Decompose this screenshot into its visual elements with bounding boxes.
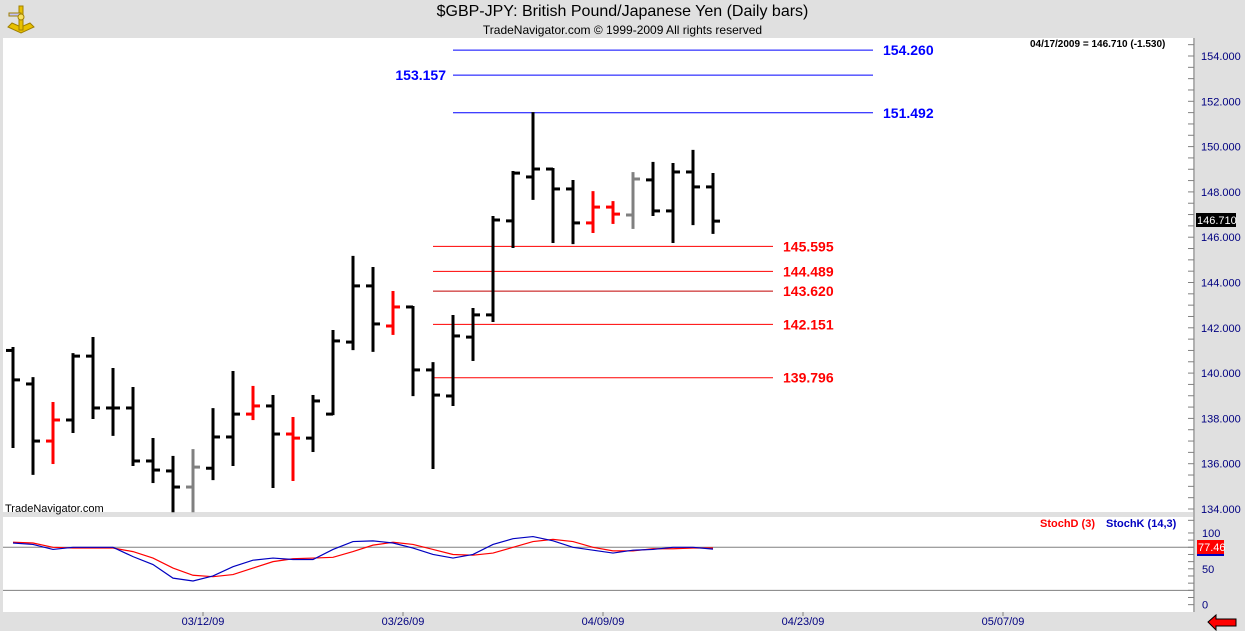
legend-stochd: StochD (3)	[1040, 518, 1095, 530]
price-tick-label: 150.000	[1201, 142, 1241, 154]
stoch-tick-label: 50	[1202, 564, 1214, 576]
stochk-line	[12, 535, 714, 582]
chart-header: $GBP-JPY: British Pound/Japanese Yen (Da…	[0, 0, 1245, 38]
date-axis[interactable]: 03/12/09 03/26/09 04/09/09 04/23/09 05/07/09	[182, 612, 1025, 628]
price-axis[interactable]: 154.000 152.000 150.000 148.000 146.000 144.0…	[1188, 44, 1241, 521]
stochastic-lines	[3, 535, 1194, 591]
level-label: 143.620	[783, 283, 834, 299]
level-label: 139.796	[783, 370, 834, 386]
last-price-marker: 146.710	[1196, 213, 1237, 227]
date-label: 03/26/09	[382, 616, 425, 628]
level-label: 144.489	[783, 263, 834, 279]
legend-stochk: StochK (14,3)	[1106, 518, 1177, 530]
price-panel	[3, 38, 1194, 512]
date-label: 04/23/09	[782, 616, 825, 628]
scroll-right-arrow-icon[interactable]	[1207, 613, 1237, 631]
watermark: TradeNavigator.com	[5, 503, 104, 515]
copyright-subtitle: TradeNavigator.com © 1999-2009 All right…	[482, 23, 763, 37]
last-price-label: 146.710	[1197, 215, 1237, 227]
price-tick-label: 146.000	[1201, 232, 1241, 244]
price-tick-label: 142.000	[1201, 323, 1241, 335]
price-tick-label: 144.000	[1201, 278, 1241, 290]
price-tick-label: 138.000	[1201, 413, 1241, 425]
price-tick-label: 136.000	[1201, 459, 1241, 471]
price-tick-label: 134.000	[1201, 504, 1241, 516]
level-label: 142.151	[783, 316, 834, 332]
stoch-tick-label: 0	[1202, 600, 1208, 612]
price-readout: 04/17/2009 = 146.710 (-1.530)	[1030, 39, 1165, 50]
date-label: 03/12/09	[182, 616, 225, 628]
sextant-logo-icon	[7, 5, 35, 34]
stochd-line	[12, 538, 713, 578]
fib-levels: 154.260 153.157 151.492 145.595 144.489 143.6…	[395, 42, 933, 386]
stochastic-axis: 100 50 0	[1188, 528, 1220, 612]
stoch-last-marker: 77.46	[1197, 540, 1226, 556]
chart-title: $GBP-JPY: British Pound/Japanese Yen (Da…	[436, 3, 809, 20]
price-tick-label: 140.000	[1201, 368, 1241, 380]
stochastic-panel	[3, 517, 1194, 612]
price-bars	[6, 112, 720, 513]
date-label: 05/07/09	[982, 616, 1025, 628]
level-label: 154.260	[883, 42, 934, 58]
price-tick-label: 152.000	[1201, 96, 1241, 108]
stoch-tick-label: 100	[1202, 528, 1220, 540]
price-tick-label: 154.000	[1201, 51, 1241, 63]
level-label: 153.157	[395, 67, 446, 83]
stoch-last-label: 77.46	[1198, 542, 1226, 554]
level-label: 145.595	[783, 238, 834, 254]
level-label: 151.492	[883, 105, 934, 121]
price-tick-label: 148.000	[1201, 187, 1241, 199]
date-label: 04/09/09	[582, 616, 625, 628]
